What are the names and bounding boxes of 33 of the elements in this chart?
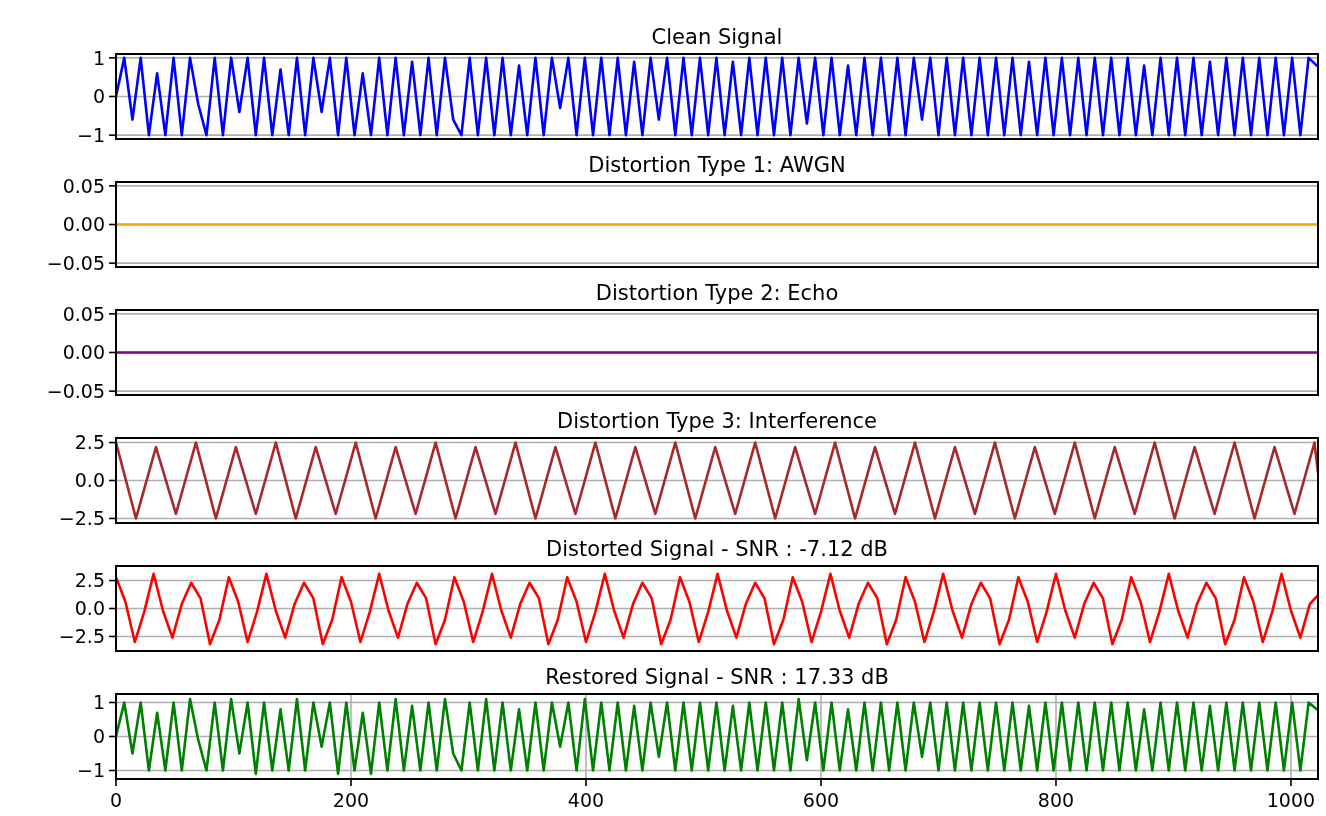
chart-title: Distorted Signal - SNR : -7.12 dB — [545, 537, 889, 561]
y-tick-label: 1 — [92, 46, 105, 69]
y-tick-label: −0.05 — [46, 379, 105, 402]
line-series — [116, 572, 1318, 646]
y-tick-label: 1 — [92, 691, 105, 714]
y-tick-label: 2.5 — [74, 431, 105, 454]
x-tick-label: 400 — [567, 789, 605, 811]
y-tick-label: 2.5 — [74, 569, 105, 592]
y-tick-label: 0.0 — [74, 469, 105, 492]
x-tick-label: 800 — [1037, 789, 1075, 811]
line-series — [116, 441, 1318, 520]
y-tick-label: 0.05 — [62, 174, 105, 197]
y-tick-label: 0.0 — [74, 597, 105, 620]
x-tick-label: 1000 — [1266, 789, 1316, 811]
chart-title: Distortion Type 3: Interference — [556, 409, 878, 433]
x-tick-label: 200 — [332, 789, 370, 811]
line-series — [116, 697, 1318, 776]
y-tick-label: 0.00 — [62, 213, 105, 236]
y-tick-label: −2.5 — [58, 625, 105, 648]
x-tick-label: 600 — [802, 789, 840, 811]
y-tick-label: 0.05 — [62, 302, 105, 325]
y-tick-label: −1 — [76, 759, 105, 782]
y-tick-label: −1 — [76, 123, 105, 146]
y-tick-label: 0.00 — [62, 341, 105, 364]
chart-title: Distortion Type 1: AWGN — [588, 153, 846, 177]
x-tick-label: 0 — [109, 789, 123, 811]
y-tick-label: −0.05 — [46, 251, 105, 274]
chart-title: Restored Signal - SNR : 17.33 dB — [545, 665, 889, 689]
y-tick-label: −2.5 — [58, 507, 105, 530]
chart-title: Distortion Type 2: Echo — [595, 281, 839, 305]
y-tick-label: 0 — [92, 85, 105, 108]
chart-title: Clean Signal — [651, 25, 783, 49]
y-tick-label: 0 — [92, 725, 105, 748]
